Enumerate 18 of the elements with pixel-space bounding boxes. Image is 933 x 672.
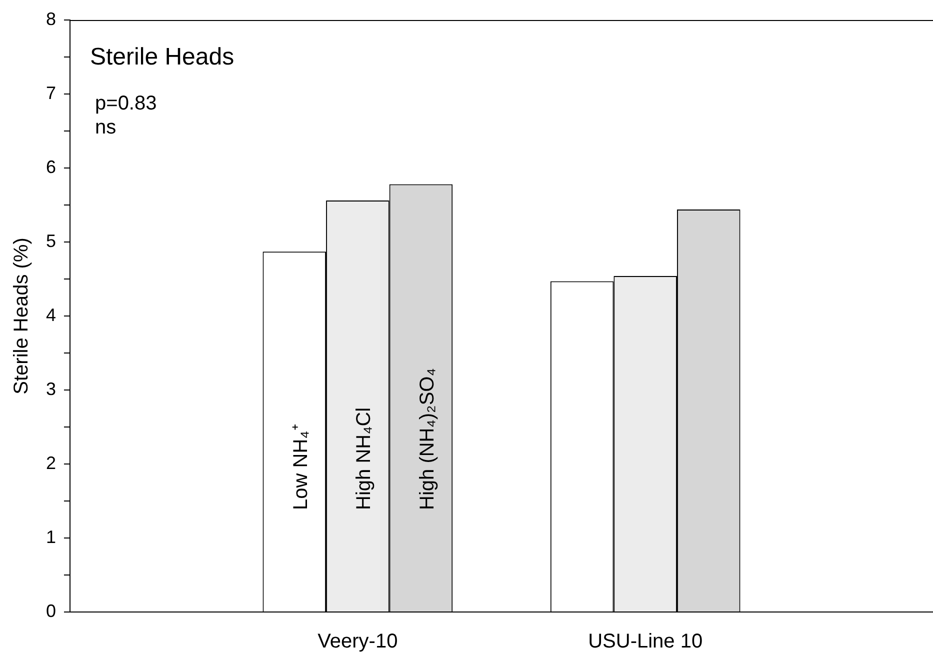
series-label: High (NH₄)₂SO₄ [416, 368, 438, 510]
y-tick-label: 6 [46, 156, 56, 177]
text: Sterile Heads [90, 44, 234, 71]
y-tick-label: 0 [46, 600, 56, 621]
annotation: ns [95, 116, 116, 139]
y-tick-label: 5 [46, 230, 56, 251]
x-tick-label: Veery-10 [318, 630, 398, 653]
y-tick-label: 4 [46, 304, 56, 325]
series-label: High NH₄Cl [353, 407, 376, 510]
y-axis-title: Sterile Heads (%) [10, 238, 33, 394]
y-tick-label: 8 [46, 8, 56, 29]
y-tick-label: 1 [46, 526, 56, 547]
x-tick-label: USU-Line 10 [588, 630, 703, 653]
y-tick-label: 3 [46, 378, 56, 399]
y-tick-label: 2 [46, 452, 56, 473]
annotation: p=0.83 [95, 92, 157, 115]
y-tick-label: 7 [46, 82, 56, 103]
series-label: Low NH₄⁺ [290, 424, 312, 510]
